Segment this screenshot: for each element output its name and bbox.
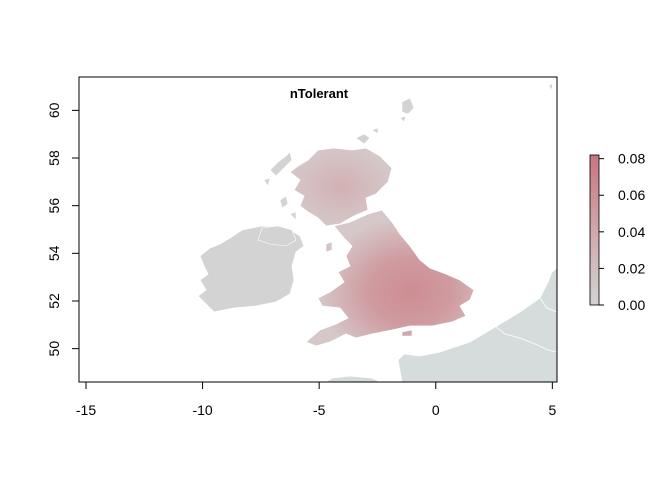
legend-tick-label: 0.02 (618, 260, 645, 276)
country-border-line-2 (539, 297, 557, 313)
isle-of-man (325, 241, 333, 253)
shetland-islands (399, 97, 415, 123)
y-tick-label: 60 (46, 102, 62, 118)
x-tick-label: -10 (192, 402, 212, 418)
x-axis: -15 -10 -5 0 5 (76, 381, 556, 418)
y-tick-label: 56 (46, 198, 62, 214)
x-tick-label: 5 (548, 402, 556, 418)
y-tick-label: 52 (46, 293, 62, 309)
orkney-islands (355, 127, 379, 145)
map-title: nTolerant (290, 86, 349, 101)
map-area (197, 84, 557, 382)
hebrides-islands (263, 151, 297, 221)
legend-tick-label: 0.08 (618, 151, 645, 167)
legend-colorbar (589, 154, 600, 306)
scotland-landmass (289, 147, 393, 227)
x-tick-label: -15 (76, 402, 96, 418)
faroe-dots (549, 84, 552, 89)
legend-tick-label: 0.00 (618, 297, 645, 313)
isle-of-wight (401, 329, 413, 337)
y-tick-label: 50 (46, 341, 62, 357)
ireland-landmass (197, 225, 305, 313)
x-tick-label: 0 (432, 402, 440, 418)
country-border-line (494, 325, 557, 353)
legend-tick-label: 0.06 (618, 187, 645, 203)
brittany-landmass (325, 375, 381, 382)
y-axis: 50 52 54 56 58 60 (46, 102, 80, 357)
northern-ireland-landmass (257, 225, 297, 247)
y-tick-label: 54 (46, 245, 62, 261)
england-wales-landmass (305, 209, 475, 347)
legend-tick-label: 0.04 (618, 224, 645, 240)
color-legend: 0.00 0.02 0.04 0.06 0.08 (589, 151, 645, 313)
x-tick-label: -5 (313, 402, 326, 418)
y-tick-label: 58 (46, 150, 62, 166)
legend-ticks: 0.00 0.02 0.04 0.06 0.08 (599, 151, 645, 313)
continent-landmass (397, 267, 557, 382)
